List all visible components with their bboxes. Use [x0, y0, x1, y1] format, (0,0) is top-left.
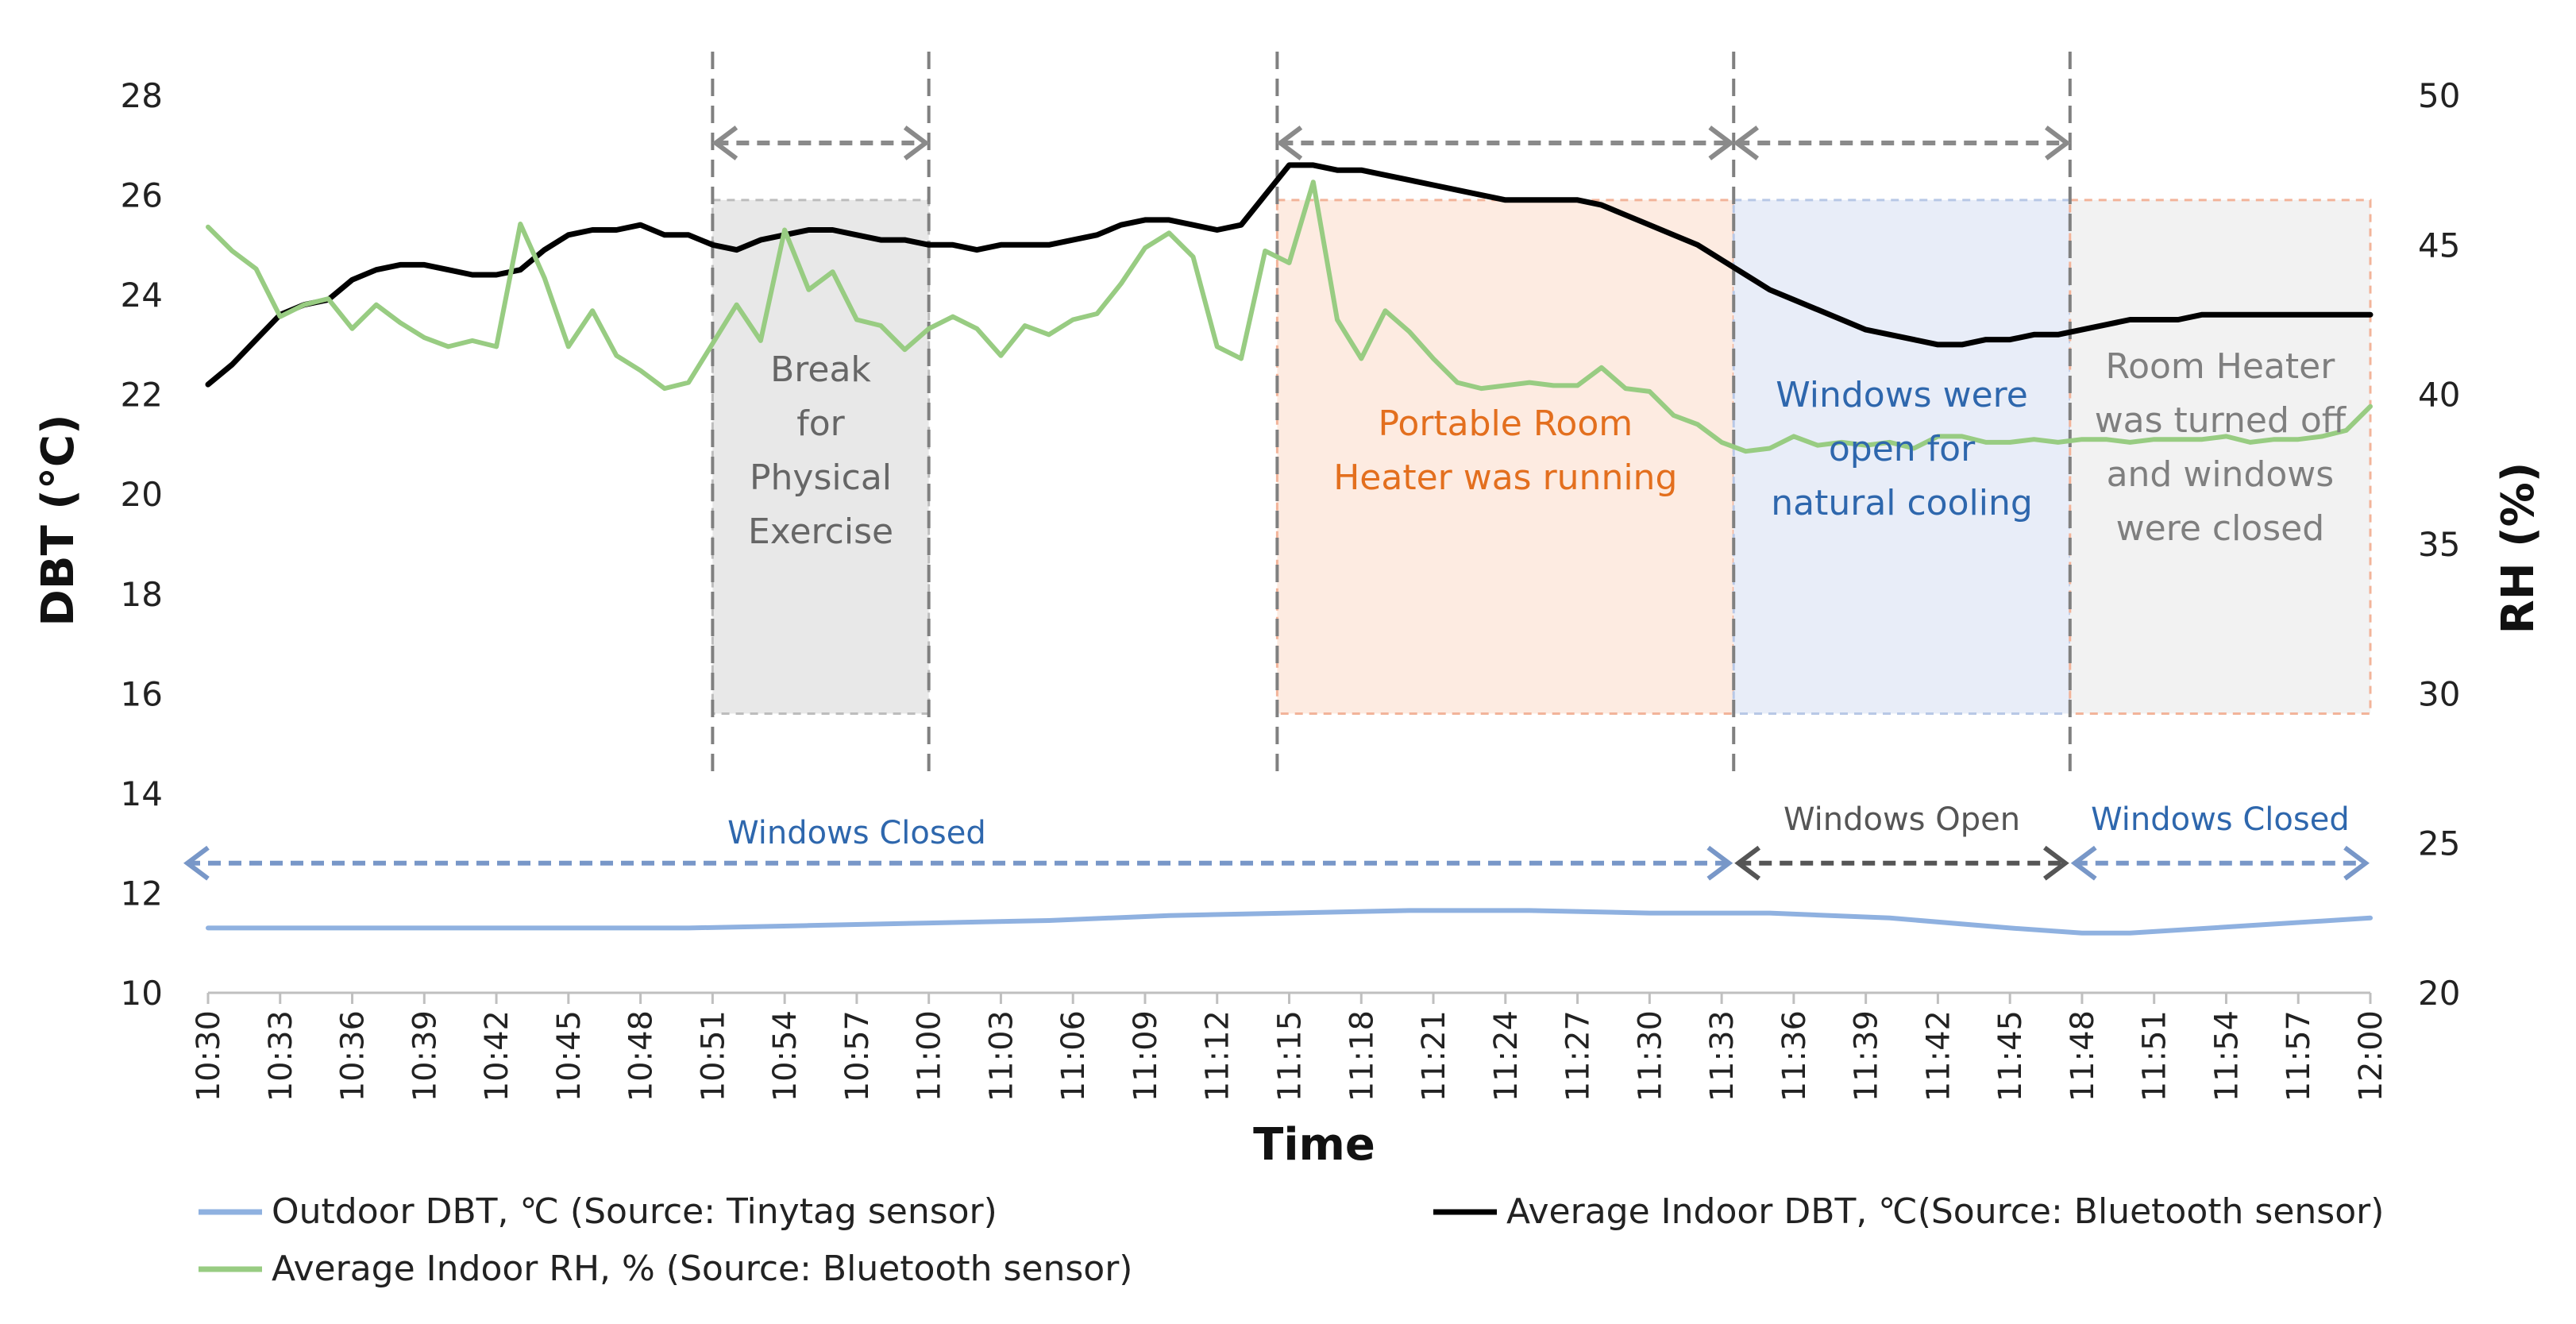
window-band-0-right-head [1706, 845, 1733, 881]
x-tick-label-24: 11:42 [1920, 1010, 1957, 1102]
x-tick-label-10: 11:00 [912, 1010, 948, 1102]
y-tick-left-0: 10 [121, 974, 163, 1013]
x-tick-label-16: 11:18 [1344, 1010, 1380, 1102]
window-band-1-left-head [1734, 845, 1761, 881]
window-band-2-left-head [2070, 845, 2097, 881]
x-tick-label-9: 10:57 [839, 1010, 876, 1102]
x-tick-label-8: 10:54 [767, 1010, 804, 1102]
region-label-3-line-1: was turned off [2095, 400, 2347, 441]
y-axis-title-left: DBT (°C) [33, 414, 84, 626]
x-tick-label-26: 11:48 [2065, 1010, 2101, 1102]
x-tick-label-28: 11:54 [2208, 1010, 2245, 1102]
region-label-1-line-0: Portable Room [1378, 403, 1633, 444]
x-tick-label-11: 11:03 [983, 1010, 1020, 1102]
x-tick-label-14: 11:12 [1200, 1010, 1236, 1102]
shaded-region-0 [711, 199, 931, 715]
region-label-0-line-1: for [796, 403, 845, 444]
region-labels: Break for Physical Exercise Portable Room Hea… [748, 346, 2347, 552]
window-band-label-1: Windows Open [1784, 801, 2020, 838]
region-label-3-line-3: were closed [2116, 508, 2325, 549]
x-tick-label-3: 10:39 [407, 1010, 443, 1102]
x-tick-label-2: 10:36 [335, 1010, 372, 1102]
shaded-regions [711, 199, 2372, 715]
y-axis-title-right: RH (%) [2493, 462, 2544, 635]
y-tick-left-3: 16 [121, 674, 163, 713]
top-arrow-1-left-head [1276, 125, 1303, 160]
top-arrow-0-left-head [711, 125, 738, 160]
legend-label-0: Outdoor DBT, ℃ (Source: Tinytag sensor) [272, 1191, 997, 1232]
y-tick-left-4: 18 [121, 575, 163, 614]
top-arrow-0-right-head [903, 125, 930, 160]
y-tick-left-9: 28 [121, 76, 163, 115]
x-tick-label-17: 11:21 [1416, 1010, 1452, 1102]
x-tick-label-29: 11:57 [2281, 1010, 2317, 1102]
top-arrow-2-right-head [2045, 125, 2071, 160]
region-label-2-line-2: natural cooling [1771, 483, 2033, 523]
legend-label-2: Average Indoor RH, % (Source: Bluetooth … [272, 1249, 1132, 1289]
y-tick-right-4: 40 [2418, 376, 2460, 415]
x-tick-label-15: 11:15 [1272, 1010, 1309, 1102]
shaded-region-2 [1732, 199, 2072, 715]
y-tick-right-6: 50 [2418, 76, 2460, 115]
y-tick-left-5: 20 [121, 475, 163, 514]
x-tick-label-13: 11:09 [1128, 1010, 1164, 1102]
x-tick-label-21: 11:33 [1704, 1010, 1741, 1102]
region-label-0-line-3: Exercise [748, 511, 893, 552]
x-tick-label-23: 11:39 [1849, 1010, 1885, 1102]
y-tick-right-0: 20 [2418, 974, 2460, 1013]
y-tick-left-1: 12 [121, 874, 163, 913]
y-tick-right-2: 30 [2418, 674, 2460, 713]
x-tick-label-5: 10:45 [551, 1010, 588, 1102]
series-line-1 [205, 162, 2374, 388]
top-arrow-2-left-head [1733, 125, 1760, 160]
shaded-region-1 [1275, 199, 1735, 715]
series-line-0 [206, 908, 2373, 936]
x-tick-label-1: 10:33 [263, 1010, 299, 1102]
legend-label-1: Average Indoor DBT, ℃(Source: Bluetooth … [1506, 1191, 2384, 1232]
top-arrow-1-right-head [1708, 125, 1735, 160]
region-label-0-line-2: Physical [750, 457, 892, 498]
window-band-label-2: Windows Closed [2091, 801, 2350, 838]
region-label-3-line-0: Room Heater [2105, 346, 2335, 387]
region-label-2-line-0: Windows were [1776, 375, 2028, 415]
y-tick-left-6: 22 [121, 376, 163, 415]
x-tick-label-22: 11:36 [1776, 1010, 1813, 1102]
window-band-1-right-head [2043, 845, 2069, 881]
x-tick-label-25: 11:45 [1992, 1010, 2029, 1102]
y-tick-right-3: 35 [2418, 525, 2460, 564]
region-label-1-line-1: Heater was running [1333, 457, 1677, 498]
window-bands: Windows Closed Windows Open Windows Closed [183, 801, 2370, 881]
region-label-3-line-2: and windows [2107, 454, 2335, 495]
shaded-region-3 [2069, 199, 2372, 715]
x-tick-label-30: 12:00 [2353, 1010, 2389, 1102]
x-tick-label-7: 10:51 [695, 1010, 731, 1102]
y-tick-right-5: 45 [2418, 226, 2460, 264]
x-tick-label-18: 11:24 [1488, 1010, 1525, 1102]
x-tick-label-12: 11:06 [1055, 1010, 1092, 1102]
x-axis-title: Time [1253, 1119, 1375, 1171]
vertical-markers [711, 52, 2072, 774]
window-band-label-0: Windows Closed [727, 815, 986, 851]
series-line-2 [206, 179, 2373, 454]
axes: 10 12 14 16 18 20 22 24 26 28 20 25 30 35 40 45 50 10:30 1… [121, 76, 2461, 1102]
region-label-0-line-0: Break [770, 349, 871, 390]
x-tick-label-27: 11:51 [2137, 1010, 2173, 1102]
x-tick-label-19: 11:27 [1560, 1010, 1597, 1102]
x-tick-label-0: 10:30 [191, 1010, 227, 1102]
x-tick-label-6: 10:48 [623, 1010, 660, 1102]
region-label-2-line-1: open for [1829, 429, 1976, 469]
legend: Outdoor DBT, ℃ (Source: Tinytag sensor) A… [199, 1191, 2384, 1289]
top-arrows [711, 125, 2071, 160]
y-tick-left-8: 26 [121, 176, 163, 215]
y-tick-right-1: 25 [2418, 824, 2460, 863]
x-tick-label-4: 10:42 [479, 1010, 515, 1102]
x-tick-label-20: 11:30 [1632, 1010, 1668, 1102]
window-band-0-left-head [183, 845, 210, 881]
window-band-2-right-head [2343, 845, 2370, 881]
y-tick-left-7: 24 [121, 276, 163, 315]
y-tick-left-2: 14 [121, 774, 163, 813]
series-lines [205, 162, 2374, 936]
